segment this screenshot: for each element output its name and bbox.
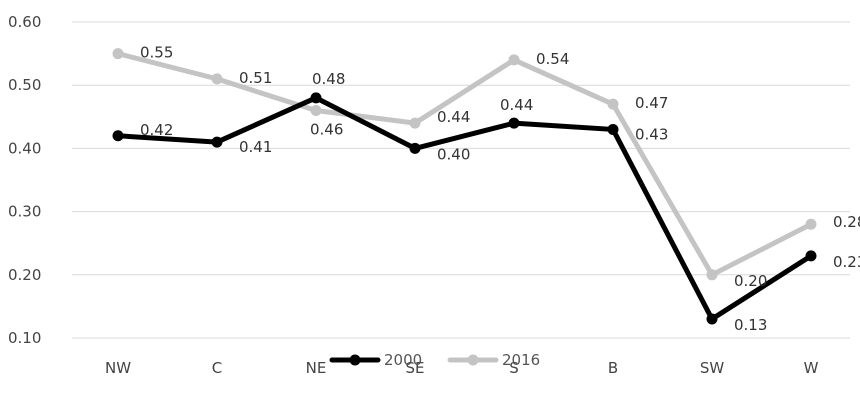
data-point-2000 — [112, 130, 124, 142]
data-label-2000: 0.43 — [635, 125, 668, 143]
x-tick-label: W — [804, 359, 819, 377]
x-tick-label: NE — [306, 359, 327, 377]
series-line-2016 — [115, 51, 814, 278]
y-tick-label: 0.10 — [8, 329, 41, 347]
x-tick-label: SW — [700, 359, 725, 377]
gridlines — [72, 21, 850, 339]
data-label-2000: 0.23 — [833, 253, 860, 271]
series-line-2000 — [115, 95, 814, 322]
data-point-2016 — [706, 269, 718, 281]
y-axis-ticks: 0.10 0.20 0.30 0.40 0.50 0.60 — [8, 13, 41, 347]
x-tick-label: B — [608, 359, 618, 377]
data-label-2016: 0.54 — [536, 50, 569, 68]
data-point-2016 — [508, 54, 520, 66]
data-point-2000 — [211, 136, 223, 148]
data-label-2000: 0.44 — [500, 96, 533, 114]
data-label-2000: 0.41 — [239, 138, 272, 156]
legend-marker-2000 — [349, 354, 361, 366]
data-point-2016 — [607, 98, 619, 110]
y-tick-label: 0.20 — [8, 266, 41, 284]
legend-marker-2016 — [467, 354, 479, 366]
y-tick-label: 0.30 — [8, 203, 41, 221]
data-point-2000 — [409, 142, 421, 154]
x-tick-label: C — [212, 359, 222, 377]
data-point-2000 — [508, 117, 520, 129]
data-point-2000 — [607, 123, 619, 135]
legend: 2000 2016 — [329, 351, 540, 369]
data-point-2000 — [310, 92, 322, 104]
data-label-2016: 0.51 — [239, 69, 272, 87]
data-point-2016 — [310, 104, 322, 116]
series-layer — [112, 48, 817, 325]
x-tick-label: NW — [105, 359, 131, 377]
data-point-2000 — [706, 313, 718, 325]
x-tick-label: SE — [406, 359, 425, 377]
legend-label-2000: 2000 — [384, 351, 422, 369]
data-label-2016: 0.28 — [833, 213, 860, 231]
y-tick-label: 0.40 — [8, 139, 41, 157]
y-tick-label: 0.60 — [8, 13, 41, 31]
data-point-2016 — [409, 117, 421, 129]
data-point-2016 — [805, 218, 817, 230]
legend-label-2016: 2016 — [502, 351, 540, 369]
x-tick-label: S — [509, 359, 519, 377]
data-label-2016: 0.46 — [310, 120, 343, 138]
y-tick-label: 0.50 — [8, 76, 41, 94]
data-label-2000: 0.42 — [140, 121, 173, 139]
data-point-2016 — [211, 73, 223, 85]
data-label-2000: 0.40 — [437, 145, 470, 163]
data-label-2016: 0.44 — [437, 108, 470, 126]
data-labels: 0.42 0.41 0.48 0.40 0.44 0.43 0.13 0.23 0.55 0.51… — [140, 44, 860, 334]
x-axis-ticks: NW C NE SE S B SW W — [105, 359, 819, 377]
data-label-2016: 0.20 — [734, 272, 767, 290]
data-point-2016 — [112, 48, 124, 60]
data-label-2016: 0.47 — [635, 94, 668, 112]
data-label-2000: 0.13 — [734, 316, 767, 334]
data-label-2000: 0.48 — [312, 70, 345, 88]
data-label-2016: 0.55 — [140, 44, 173, 62]
data-point-2000 — [805, 250, 817, 262]
